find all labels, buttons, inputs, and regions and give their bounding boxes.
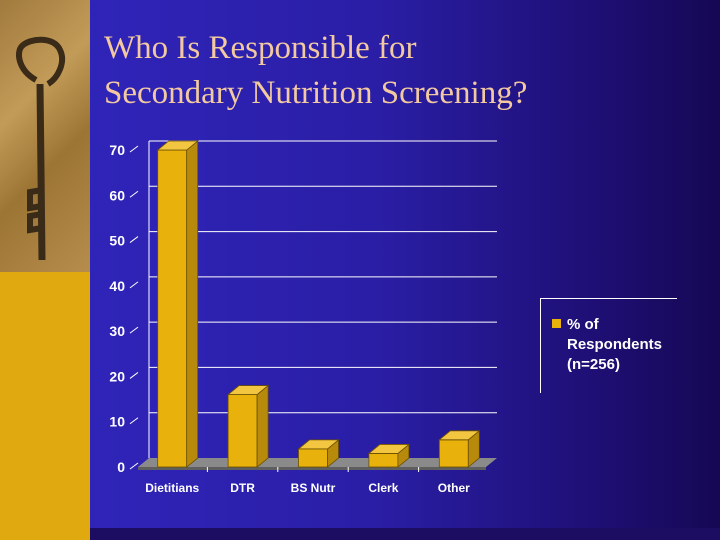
bar-side xyxy=(186,140,199,468)
legend-swatch xyxy=(552,319,561,328)
y-tick-mark xyxy=(129,236,139,243)
key-image xyxy=(0,0,90,272)
y-tick-mark xyxy=(129,462,139,470)
x-category-label: Other xyxy=(438,481,470,495)
slide-bottom-band xyxy=(90,528,720,540)
y-tick-label: 20 xyxy=(109,368,125,384)
bar-top xyxy=(438,430,481,441)
bar-top xyxy=(226,385,270,395)
y-tick-mark xyxy=(129,326,139,334)
y-tick-mark xyxy=(129,281,139,289)
y-tick-label: 70 xyxy=(109,142,125,158)
bar-top xyxy=(367,444,411,454)
y-tick-mark xyxy=(129,190,139,198)
y-tick-label: 30 xyxy=(109,323,125,339)
x-category-label: BS Nutr xyxy=(291,481,336,495)
y-tick-label: 40 xyxy=(109,278,125,294)
bar-front xyxy=(298,448,328,468)
bar-front xyxy=(438,439,469,468)
y-tick-mark xyxy=(129,417,139,425)
bar-side xyxy=(256,384,269,468)
bar-top xyxy=(297,439,340,450)
bar-top xyxy=(156,140,199,151)
x-category-label: Dietitians xyxy=(145,481,199,495)
slide-title: Who Is Responsible for Secondary Nutriti… xyxy=(104,26,704,116)
y-tick-mark xyxy=(129,372,139,379)
x-category-label: Clerk xyxy=(368,481,398,495)
chart-legend: % of Respondents (n=256) xyxy=(540,298,677,393)
chart-floor-edge xyxy=(138,467,486,470)
bar-front xyxy=(368,453,399,468)
y-tick-mark xyxy=(129,145,139,153)
title-line-1: Who Is Responsible for xyxy=(104,30,417,66)
title-line-2: Secondary Nutrition Screening? xyxy=(104,75,528,111)
y-tick-label: 10 xyxy=(109,414,125,430)
legend-label: % of Respondents (n=256) xyxy=(567,316,663,373)
x-category-label: DTR xyxy=(230,481,255,495)
bar-front xyxy=(157,149,188,468)
y-tick-label: 60 xyxy=(109,187,125,203)
y-tick-label: 0 xyxy=(117,459,125,475)
y-tick-label: 50 xyxy=(109,233,125,249)
bar-front xyxy=(227,394,258,468)
